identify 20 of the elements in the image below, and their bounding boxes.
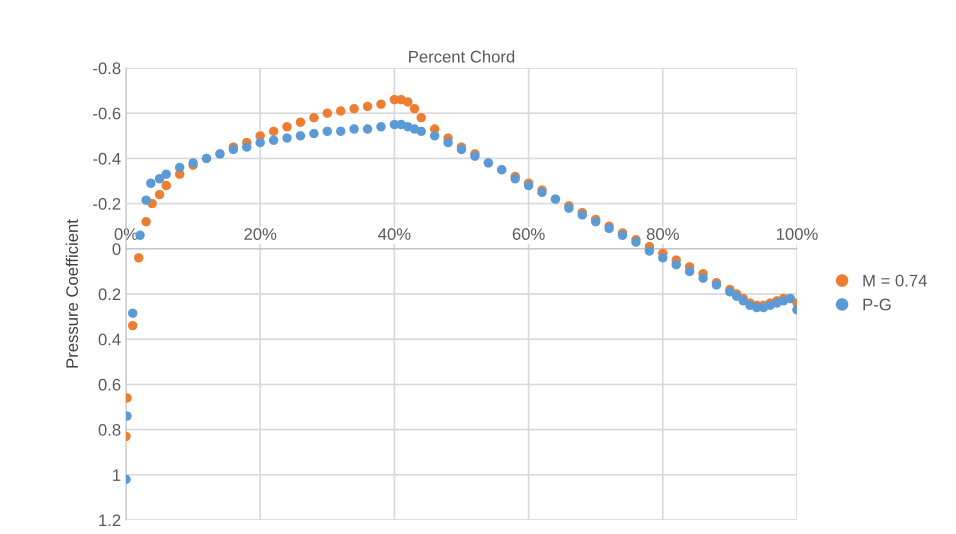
y-axis-title: Pressure Coefficient xyxy=(66,219,78,368)
y-tick-label: 1 xyxy=(113,469,120,481)
y-tick-label: -0.4 xyxy=(93,152,121,165)
y-tick-label: -0.2 xyxy=(93,198,120,210)
y-tick-label: 0.4 xyxy=(98,334,121,346)
y-tick-label: 0.6 xyxy=(98,378,120,391)
y-tick-label: -0.6 xyxy=(93,108,120,120)
y-tick-label: 0.8 xyxy=(98,424,120,436)
x-tick-label: 80% xyxy=(646,228,679,240)
x-tick-label: 100% xyxy=(776,228,818,240)
y-tick-label: 0.2 xyxy=(98,288,120,300)
y-tick-label: -0.8 xyxy=(93,62,120,74)
x-tick-label: 40% xyxy=(378,228,410,240)
legend-label: P-G xyxy=(863,298,890,310)
legend-label: M = 0.74 xyxy=(863,274,927,287)
y-tick-label: 1.2 xyxy=(99,514,120,526)
x-tick-label: 60% xyxy=(512,228,545,240)
x-axis-title: Percent Chord xyxy=(409,50,514,63)
x-tick-label: 20% xyxy=(244,228,276,240)
y-tick-label: 0 xyxy=(112,243,120,256)
